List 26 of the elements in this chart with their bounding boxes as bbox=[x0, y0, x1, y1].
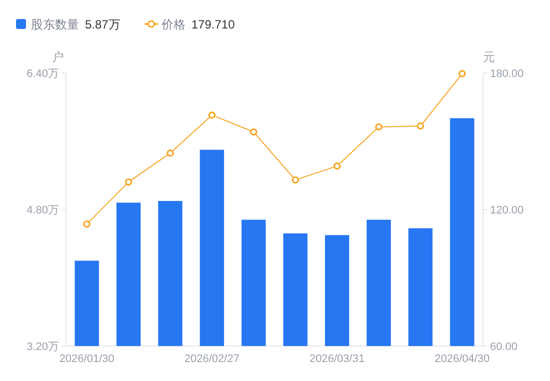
point bbox=[333, 162, 341, 170]
y2-tick-label: 60.00 bbox=[490, 341, 518, 353]
text: 179.710 bbox=[191, 18, 236, 32]
point bbox=[124, 178, 132, 186]
point bbox=[208, 111, 216, 119]
point bbox=[416, 122, 424, 130]
point bbox=[83, 220, 90, 228]
y-axis-title: 户 bbox=[52, 50, 64, 64]
text: 5.87万 bbox=[85, 18, 120, 32]
y2-tick-label: 120.00 bbox=[490, 204, 524, 216]
point bbox=[458, 70, 466, 78]
point bbox=[250, 128, 258, 136]
x-tick-label: 2026/04/30 bbox=[434, 353, 490, 365]
legend-label: 价格 bbox=[160, 18, 186, 32]
x-tick-label: 2026/01/30 bbox=[59, 353, 114, 365]
y2-tick-label: 180.00 bbox=[490, 68, 524, 80]
point bbox=[375, 123, 382, 131]
point bbox=[166, 149, 174, 157]
x-tick-label: 2026/02/27 bbox=[184, 353, 240, 365]
point bbox=[292, 176, 299, 184]
y-tick-label: 4.80万 bbox=[26, 204, 59, 216]
x-tick-label: 2026/03/31 bbox=[310, 353, 365, 365]
legend-label: 股东数量 bbox=[31, 18, 79, 32]
y-tick-label: 6.40万 bbox=[26, 68, 59, 80]
y-tick-label: 3.20万 bbox=[26, 341, 59, 353]
y2-axis-title: 元 bbox=[483, 50, 495, 64]
